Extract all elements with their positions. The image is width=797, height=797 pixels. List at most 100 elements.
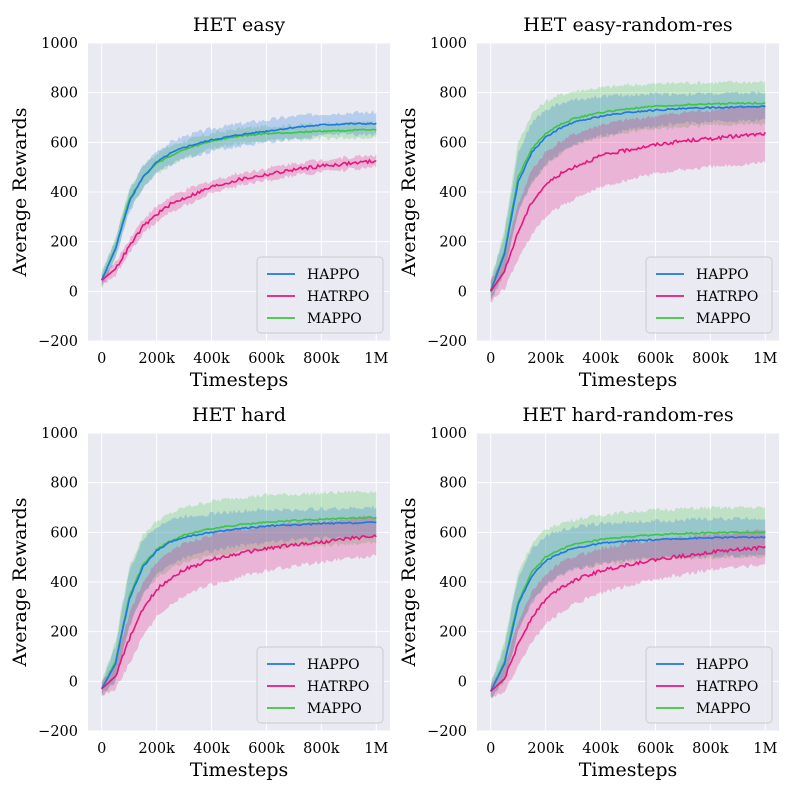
y-tick-label: 600 [50, 135, 78, 151]
legend-label-hatrpo: HATRPO [696, 679, 758, 695]
line-hatrpo [490, 545, 766, 692]
line-happo [100, 520, 377, 690]
y-tick-label: 1000 [430, 426, 467, 442]
y-tick-label: 400 [439, 185, 467, 201]
y-tick-label: 600 [439, 525, 467, 541]
y-tick-label: 600 [439, 135, 467, 151]
x-tick-label: 400k [582, 741, 619, 757]
x-tick-label: 400k [193, 741, 230, 757]
chart-title: HET hard-random-res [522, 404, 733, 426]
x-tick-label: 0 [97, 351, 106, 367]
y-tick-label: 200 [439, 235, 467, 251]
chart-title: HET easy-random-res [523, 14, 732, 36]
x-tick-label: 200k [138, 351, 175, 367]
y-tick-label: 1000 [41, 36, 78, 52]
x-tick-label: 800k [303, 351, 340, 367]
legend-box [645, 646, 773, 724]
x-tick-label: 1M [753, 741, 777, 757]
line-happo [489, 535, 766, 692]
y-tick-label: 0 [458, 674, 467, 690]
chart-panel-4: 0 200k 400k 600k 800k 1M −200 0 200 400 600 800 1000… [398, 404, 779, 781]
chart-title: HET hard [192, 404, 286, 426]
chart-panel-1: 0 200k 400k 600k 800k 1M −200 0 200 400 600 800 1000… [9, 14, 390, 391]
legend-label-happo: HAPPO [307, 267, 360, 283]
y-tick-label: −200 [38, 334, 78, 350]
legend-label-mappo: MAPPO [307, 701, 362, 717]
x-tick-label: 400k [582, 351, 619, 367]
x-axis-label: Timesteps [579, 759, 678, 781]
x-tick-label: 600k [637, 351, 674, 367]
y-tick-label: 800 [439, 86, 467, 102]
line-hatrpo [101, 158, 377, 281]
y-tick-label: 800 [50, 476, 78, 492]
y-tick-label: 800 [439, 476, 467, 492]
legend-label-mappo: MAPPO [696, 311, 751, 327]
data-layer [100, 110, 377, 290]
x-tick-label: 1M [364, 741, 388, 757]
band-hatrpo [101, 153, 377, 286]
y-tick-label: 400 [50, 575, 78, 591]
x-tick-label: 600k [637, 741, 674, 757]
y-tick-label: 0 [69, 674, 78, 690]
y-tick-label: 1000 [430, 36, 467, 52]
y-tick-label: −200 [427, 334, 467, 350]
line-mappo [489, 530, 766, 692]
x-tick-label: 800k [692, 741, 729, 757]
legend-label-happo: HAPPO [696, 267, 749, 283]
y-tick-label: 200 [50, 235, 78, 251]
x-axis-label: Timesteps [190, 759, 289, 781]
x-tick-label: 200k [527, 741, 564, 757]
y-tick-label: 0 [69, 284, 78, 300]
line-mappo [100, 516, 377, 690]
y-tick-label: 600 [50, 525, 78, 541]
x-tick-label: 0 [486, 741, 495, 757]
line-mappo [489, 101, 766, 291]
x-tick-label: 400k [193, 351, 230, 367]
x-tick-label: 600k [248, 351, 285, 367]
legend-box [256, 256, 384, 334]
y-axis-label: Average Rewards [9, 498, 31, 668]
band-hatrpo [490, 529, 766, 699]
y-axis-label: Average Rewards [398, 108, 420, 278]
band-hatrpo [101, 515, 377, 696]
legend-label-happo: HAPPO [696, 657, 749, 673]
x-axis-label: Timesteps [579, 369, 678, 391]
y-tick-label: 200 [50, 625, 78, 641]
y-tick-label: 200 [439, 625, 467, 641]
y-tick-label: −200 [38, 724, 78, 740]
y-tick-label: 400 [439, 575, 467, 591]
band-happo [490, 516, 766, 698]
x-tick-label: 800k [692, 351, 729, 367]
band-happo [101, 110, 377, 287]
y-tick-label: −200 [427, 724, 467, 740]
legend-label-mappo: MAPPO [307, 311, 362, 327]
x-tick-label: 600k [248, 741, 285, 757]
legend: HAPPO HATRPO MAPPO [645, 646, 773, 724]
y-tick-label: 1000 [41, 426, 78, 442]
legend-label-hatrpo: HATRPO [307, 679, 369, 695]
x-tick-label: 1M [364, 351, 388, 367]
legend: HAPPO HATRPO MAPPO [256, 646, 384, 724]
band-happo [490, 90, 766, 302]
x-tick-label: 0 [486, 351, 495, 367]
x-tick-label: 1M [753, 351, 777, 367]
x-tick-label: 200k [527, 351, 564, 367]
data-layer [489, 80, 766, 303]
x-tick-label: 200k [138, 741, 175, 757]
chart-title: HET easy [193, 14, 285, 36]
legend-label-hatrpo: HATRPO [307, 289, 369, 305]
line-hatrpo [490, 131, 766, 292]
y-tick-label: 0 [458, 284, 467, 300]
x-axis-label: Timesteps [190, 369, 289, 391]
legend: HAPPO HATRPO MAPPO [645, 256, 773, 334]
band-happo [101, 505, 377, 697]
legend-box [645, 256, 773, 334]
x-tick-label: 0 [97, 741, 106, 757]
chart-panel-2: 0 200k 400k 600k 800k 1M −200 0 200 400 600 800 1000… [398, 14, 779, 391]
legend-label-hatrpo: HATRPO [696, 289, 758, 305]
legend: HAPPO HATRPO MAPPO [256, 256, 384, 334]
legend-label-happo: HAPPO [307, 657, 360, 673]
y-tick-label: 800 [50, 86, 78, 102]
data-layer [100, 490, 377, 697]
band-hatrpo [490, 104, 766, 303]
